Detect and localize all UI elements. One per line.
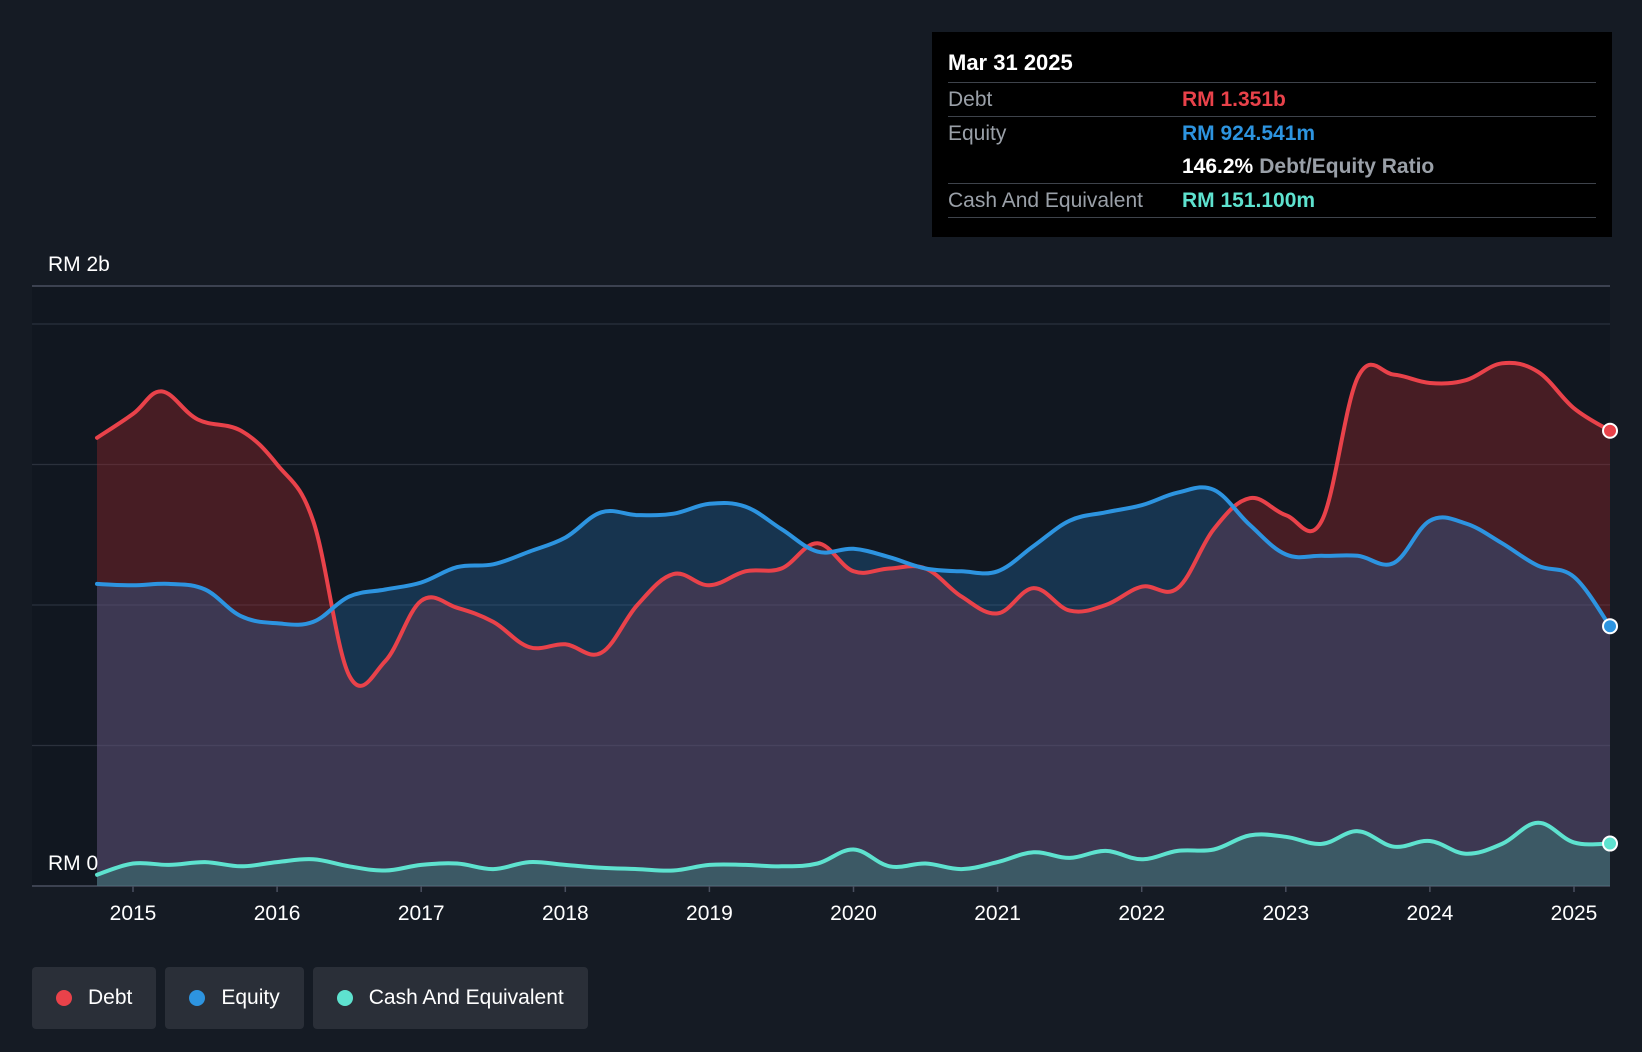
legend: Debt Equity Cash And Equivalent xyxy=(32,967,597,1029)
debt-end-marker[interactable] xyxy=(1602,422,1619,439)
plot-highlight xyxy=(32,286,1610,886)
legend-equity-label: Equity xyxy=(221,986,280,1009)
tooltip-ratio-row: 146.2% Debt/Equity Ratio xyxy=(948,150,1596,183)
cash-and-equivalent-end-marker[interactable] xyxy=(1602,835,1619,852)
tooltip-cash-label: Cash And Equivalent xyxy=(948,188,1143,212)
debt-dot-icon xyxy=(56,990,72,1006)
cash-and-equivalent-line xyxy=(95,820,1612,877)
legend-item-debt[interactable]: Debt xyxy=(32,967,157,1029)
x-tick-label: 2021 xyxy=(974,902,1021,925)
tooltip-equity-value: RM 924.541m xyxy=(1182,121,1316,145)
x-tick-label: 2018 xyxy=(542,902,589,925)
series-areas xyxy=(97,362,1610,887)
legend-item-cash[interactable]: Cash And Equivalent xyxy=(312,967,588,1029)
legend-debt-label: Debt xyxy=(88,986,133,1009)
x-tick-label: 2025 xyxy=(1551,902,1598,925)
tooltip-debt-row: Debt RM 1.351b xyxy=(948,82,1596,116)
debt-area xyxy=(97,362,1610,887)
tooltip-date: Mar 31 2025 xyxy=(948,50,1073,75)
x-tick-label: 2024 xyxy=(1407,902,1454,925)
tooltip-ratio-value: 146.2% xyxy=(1182,154,1254,178)
x-axis-ticks: 2015 2016 2017 2018 2019 2020 2021 2022 2023 2024… xyxy=(110,886,1598,925)
series-lines xyxy=(95,360,1612,877)
tooltip-cash-row: Cash And Equivalent RM 151.100m xyxy=(948,183,1596,218)
x-tick-label: 2019 xyxy=(686,902,733,925)
cash-dot-icon xyxy=(336,990,353,1006)
tooltip-equity-row: Equity RM 924.541m xyxy=(948,116,1596,150)
cash-and-equivalent-area xyxy=(97,822,1610,886)
x-tick-label: 2016 xyxy=(254,902,301,925)
y-axis-bottom-label: RM 0 xyxy=(48,852,98,875)
equity-dot-icon xyxy=(189,990,206,1006)
equity-end-marker[interactable] xyxy=(1602,618,1619,635)
equity-line xyxy=(95,485,1612,629)
x-tick-label: 2015 xyxy=(110,902,157,925)
x-tick-label: 2017 xyxy=(398,902,445,925)
y-axis-top-label: RM 2b xyxy=(48,253,110,276)
end-markers xyxy=(1602,422,1619,852)
legend-cash-label: Cash And Equivalent xyxy=(368,986,564,1009)
tooltip-equity-label: Equity xyxy=(948,121,1007,145)
x-tick-label: 2022 xyxy=(1118,902,1165,925)
tooltip: Mar 31 2025 Debt RM 1.351b Equity RM 924… xyxy=(932,32,1612,237)
tooltip-debt-label: Debt xyxy=(948,87,993,111)
legend-item-equity[interactable]: Equity xyxy=(165,967,304,1029)
debt-line xyxy=(95,360,1612,688)
x-tick-label: 2023 xyxy=(1262,902,1309,925)
tooltip-debt-value: RM 1.351b xyxy=(1182,87,1286,111)
grid xyxy=(32,285,1610,887)
x-tick-label: 2020 xyxy=(830,902,877,925)
tooltip-cash-value: RM 151.100m xyxy=(1182,188,1316,212)
equity-area xyxy=(97,487,1610,886)
tooltip-ratio-label: Debt/Equity Ratio xyxy=(1259,154,1435,178)
